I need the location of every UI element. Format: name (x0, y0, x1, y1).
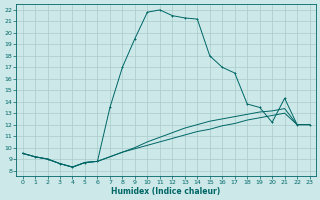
X-axis label: Humidex (Indice chaleur): Humidex (Indice chaleur) (111, 187, 221, 196)
